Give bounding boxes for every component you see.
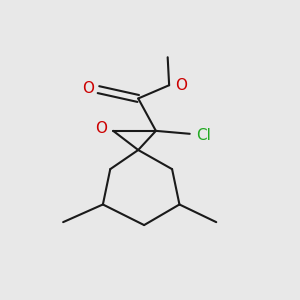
Text: O: O <box>82 81 94 96</box>
Text: O: O <box>95 121 107 136</box>
Text: Cl: Cl <box>196 128 211 143</box>
Text: O: O <box>175 78 187 93</box>
